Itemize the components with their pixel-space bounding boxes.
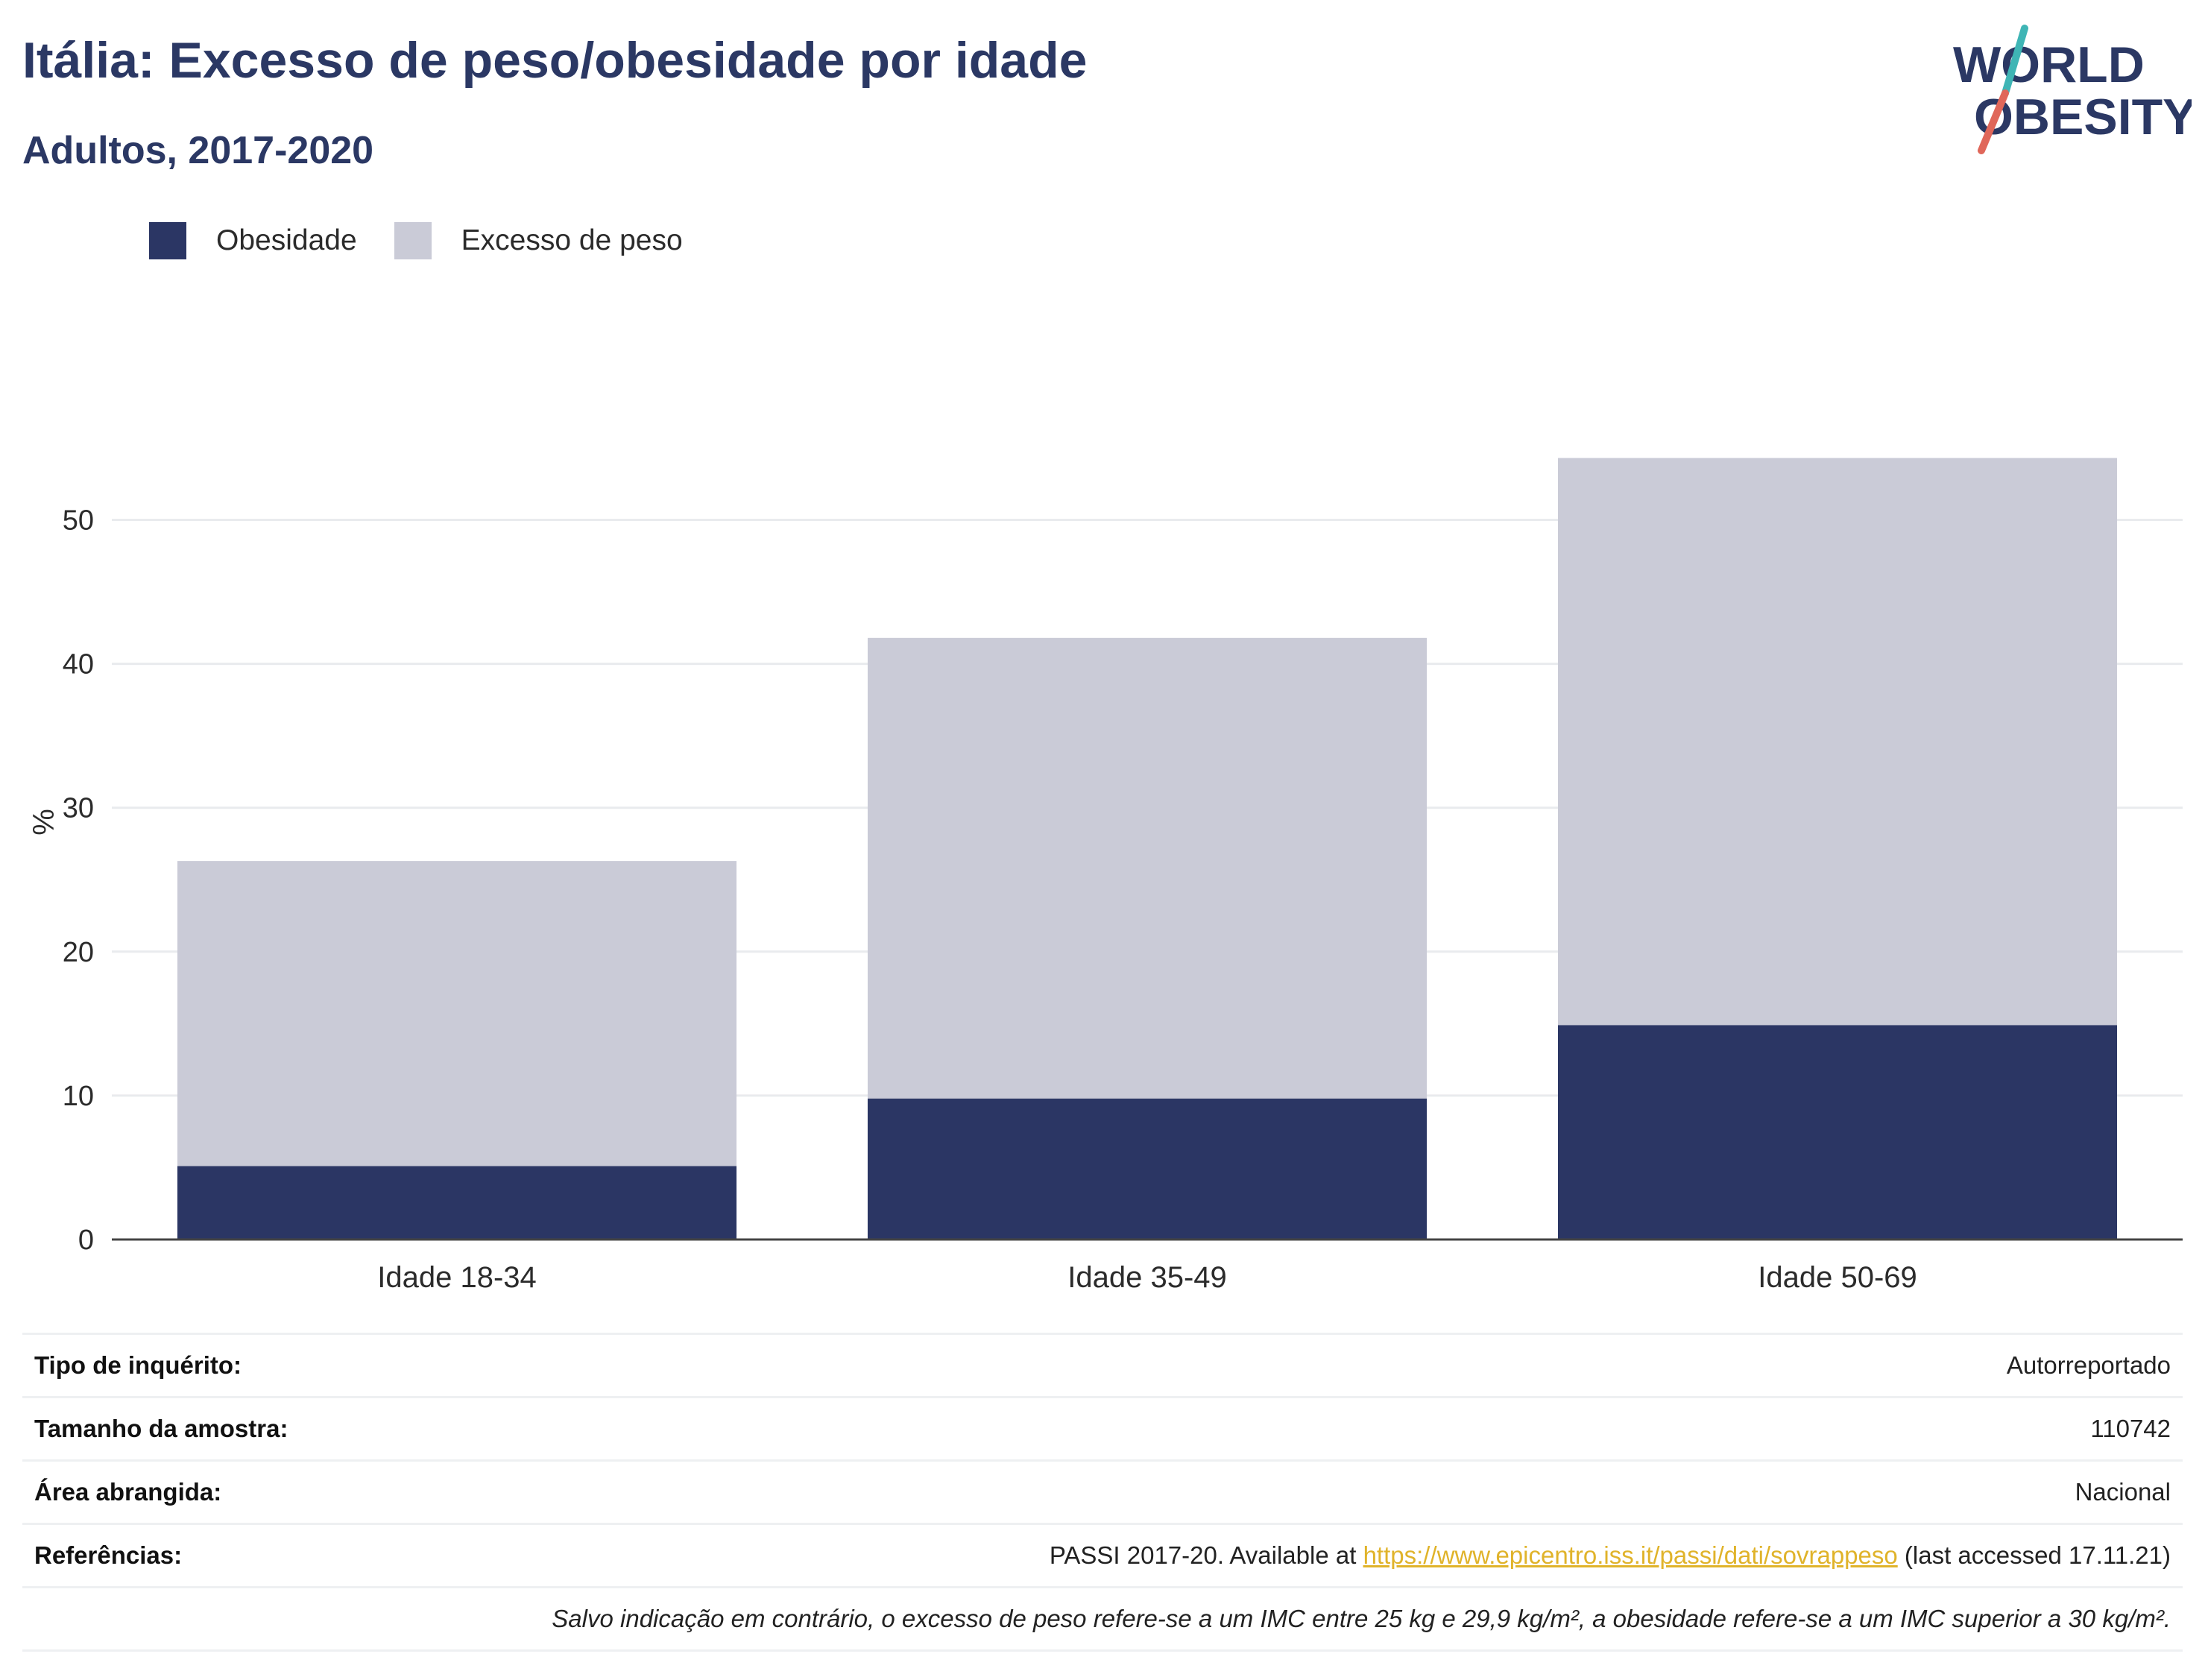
x-tick-label: Idade 18-34 xyxy=(377,1261,537,1294)
y-tick-label: 40 xyxy=(63,649,94,680)
y-tick-label: 30 xyxy=(63,793,94,824)
stacked-bar-chart: 0 10 20 30 40 50% Idade 18-34 Idade 35-49 Idade … xyxy=(28,458,2183,1294)
x-tick-label: Idade 50-69 xyxy=(1758,1261,1917,1294)
logo-slash-top xyxy=(2001,25,2028,97)
logo-text-obesity: OBESITY xyxy=(1974,89,2192,145)
legend-item-obesidade[interactable]: Obesidade xyxy=(149,222,357,259)
logo-slash-bottom xyxy=(1978,89,2009,154)
x-tick-label: Idade 35-49 xyxy=(1067,1261,1227,1294)
references-suffix: (last accessed 17.11.21) xyxy=(1904,1541,2171,1569)
meta-row-references: Referências: PASSI 2017-20. Available at… xyxy=(22,1523,2183,1586)
area-label: Área abrangida: xyxy=(34,1478,222,1506)
meta-row-note: Salvo indicação em contrário, o excesso … xyxy=(22,1586,2183,1652)
chart-title: Itália: Excesso de peso/obesidade por id… xyxy=(22,32,1088,89)
legend-swatch-obesidade xyxy=(149,222,186,259)
references-label: Referências: xyxy=(34,1541,183,1569)
y-axis-label: % xyxy=(28,809,60,836)
definition-note: Salvo indicação em contrário, o excesso … xyxy=(552,1605,2171,1632)
legend-label-obesidade: Obesidade xyxy=(216,224,357,256)
bar-obesidade xyxy=(1557,1025,2118,1240)
meta-row-area: Área abrangida: Nacional xyxy=(22,1459,2183,1523)
references-prefix: PASSI 2017-20. Available at xyxy=(1049,1541,1357,1569)
y-tick-label: 0 xyxy=(78,1225,94,1256)
logo-text-world: WORLD xyxy=(1953,37,2145,93)
metadata-table: Tipo de inquérito: Autorreportado Tamanh… xyxy=(22,1333,2183,1652)
y-tick-label: 20 xyxy=(63,937,94,968)
bar-excesso-de-peso xyxy=(177,861,737,1166)
chart-subtitle: Adultos, 2017-2020 xyxy=(22,129,374,172)
sample-size-value: 110742 xyxy=(2090,1415,2171,1442)
survey-type-label: Tipo de inquérito: xyxy=(34,1351,242,1379)
bar-obesidade xyxy=(867,1098,1428,1240)
bar-excesso-de-peso xyxy=(1557,458,2118,1026)
legend-swatch-excesso-de-peso xyxy=(394,222,432,259)
chart-legend: Obesidade Excesso de peso xyxy=(149,222,695,259)
meta-row-sample-size: Tamanho da amostra: 110742 xyxy=(22,1396,2183,1459)
survey-type-value: Autorreportado xyxy=(2006,1351,2171,1379)
y-tick-label: 50 xyxy=(63,505,94,536)
y-tick-label: 10 xyxy=(63,1081,94,1112)
references-value: PASSI 2017-20. Available at https://www.… xyxy=(1050,1541,2183,1570)
legend-item-excesso-de-peso[interactable]: Excesso de peso xyxy=(394,222,683,259)
legend-label-excesso-de-peso: Excesso de peso xyxy=(461,224,683,256)
area-value: Nacional xyxy=(2075,1478,2171,1506)
bar-obesidade xyxy=(177,1166,737,1240)
meta-row-survey-type: Tipo de inquérito: Autorreportado xyxy=(22,1333,2183,1396)
bar-excesso-de-peso xyxy=(867,637,1428,1099)
references-link[interactable]: https://www.epicentro.iss.it/passi/dati/… xyxy=(1363,1541,1898,1569)
sample-size-label: Tamanho da amostra: xyxy=(34,1415,288,1442)
world-obesity-logo: WORLD OBESITY xyxy=(1953,25,2192,154)
